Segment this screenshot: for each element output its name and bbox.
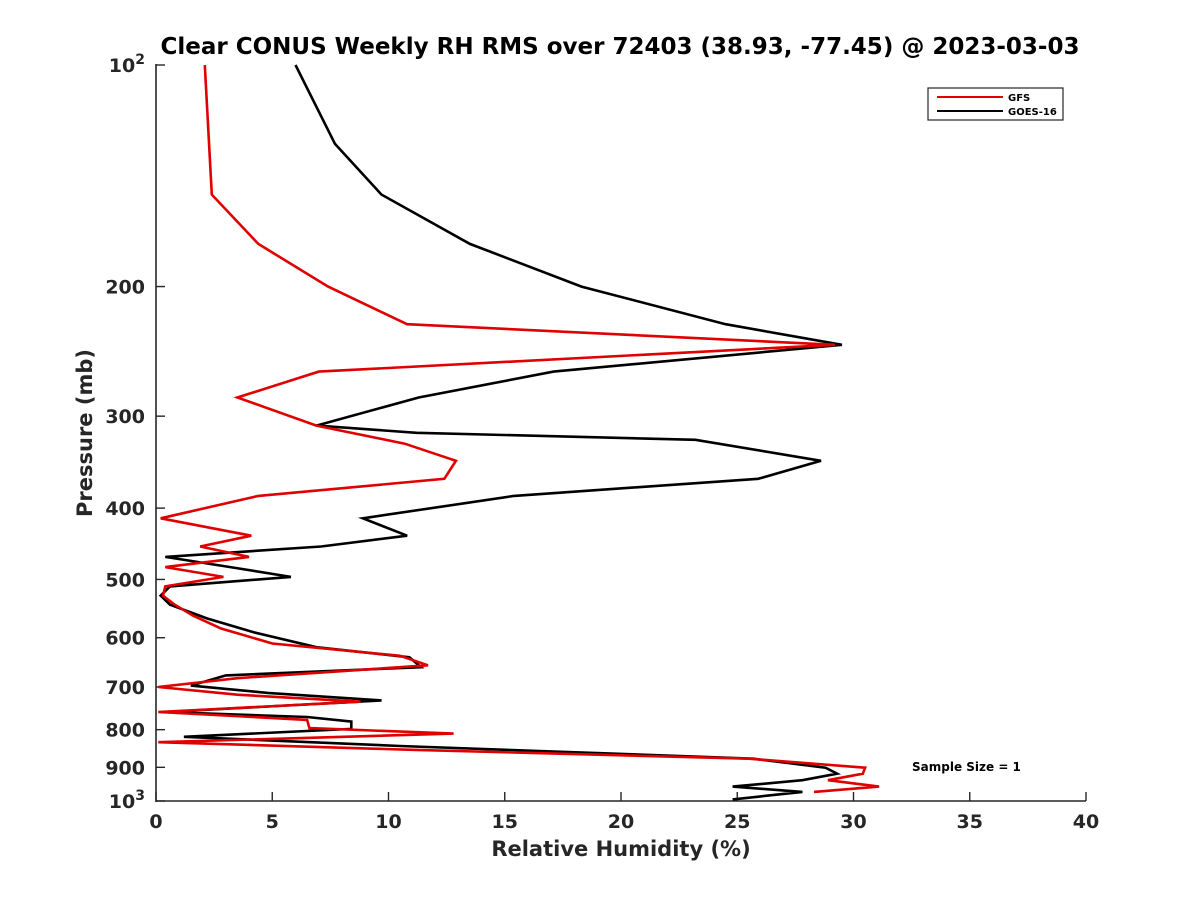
x-tick-label: 35 — [957, 811, 983, 833]
x-tick-label: 20 — [608, 811, 634, 833]
legend-label-gfs: GFS — [1008, 93, 1030, 104]
y-tick-label: 400 — [105, 498, 145, 520]
y-tick-exponent: 2 — [135, 52, 145, 68]
y-tick-label: 102 — [109, 52, 145, 77]
y-tick-base: 10 — [109, 791, 135, 813]
y-tick-label: 900 — [105, 757, 145, 779]
series-layer — [158, 64, 880, 801]
x-tick-label: 15 — [492, 811, 518, 833]
y-tick-exponent: 3 — [135, 788, 145, 804]
legend-label-goes16: GOES-16 — [1008, 107, 1057, 118]
series-line-gfs — [158, 64, 880, 794]
x-tick-label: 25 — [724, 811, 750, 833]
y-tick-label: 600 — [105, 628, 145, 650]
y-tick-label: 700 — [105, 677, 145, 699]
x-tick-label: 0 — [149, 811, 162, 833]
sample-size-annotation: Sample Size = 1 — [912, 760, 1021, 774]
y-axis-label: Pressure (mb) — [73, 349, 97, 517]
x-tick-label: 40 — [1073, 811, 1099, 833]
chart-title: Clear CONUS Weekly RH RMS over 72403 (38… — [161, 34, 1080, 60]
y-tick-label: 300 — [105, 406, 145, 428]
y-tick-label: 800 — [105, 720, 145, 742]
y-tick-label: 103 — [109, 788, 145, 813]
x-axis-label: Relative Humidity (%) — [491, 837, 750, 861]
x-tick-label: 5 — [266, 811, 279, 833]
y-tick-label: 500 — [105, 569, 145, 591]
y-tick-label: 200 — [105, 277, 145, 299]
x-tick-label: 10 — [375, 811, 401, 833]
y-tick-base: 10 — [109, 55, 135, 77]
series-line-goes16 — [158, 64, 843, 801]
legend-box — [927, 87, 1064, 121]
x-tick-label: 30 — [840, 811, 866, 833]
x-ticks: 0 5 10 15 20 25 30 35 40 — [149, 792, 1099, 833]
legend: GFS GOES-16 — [927, 87, 1064, 121]
